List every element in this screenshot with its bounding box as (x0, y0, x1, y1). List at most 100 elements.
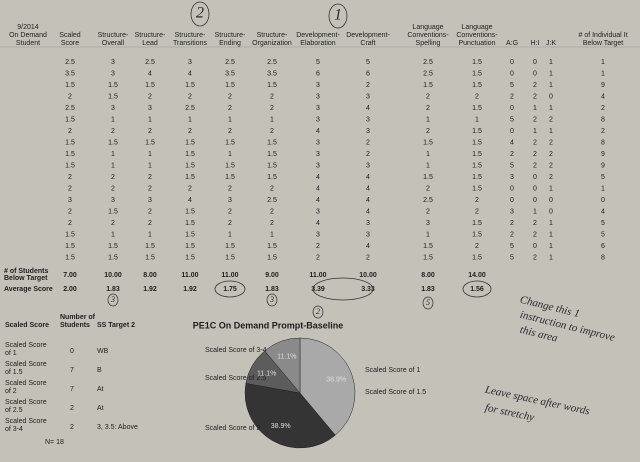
table-cell: 1.5 (225, 254, 235, 261)
table-cell: 1.5 (423, 139, 433, 146)
table-cell: 1.5 (145, 139, 155, 146)
column-header: Language (461, 24, 492, 31)
hand-circle (312, 277, 374, 301)
table-cell: 3 (316, 208, 320, 215)
column-header: # of Individual It (578, 32, 627, 39)
table-cell: 1.5 (472, 70, 482, 77)
table-cell: 2 (366, 151, 370, 158)
summary-cell: 11.00 (309, 272, 326, 279)
table-cell: 4 (316, 197, 320, 204)
table-cell: 3 (316, 139, 320, 146)
table-cell: 4 (601, 93, 605, 100)
summary-cell: 11.00 (221, 272, 238, 279)
hand-circle (422, 296, 434, 310)
table-cell: 3 (366, 116, 370, 123)
table-cell: 1 (549, 59, 553, 66)
table-cell: 1 (549, 254, 553, 261)
hand-mark: 2 (316, 307, 320, 316)
table-cell: 4 (366, 174, 370, 181)
table-cell: 2.5 (145, 59, 155, 66)
table-cell: 2.5 (185, 105, 195, 112)
table-cell: 4 (366, 243, 370, 250)
table-cell: 1 (426, 116, 430, 123)
table-cell: 1.5 (185, 231, 195, 238)
summary-cell: 2.00 (63, 286, 77, 293)
table-cell: 0 (549, 208, 553, 215)
table-cell: 2 (549, 151, 553, 158)
slice-label: Scaled Score of 3-4 (205, 347, 267, 354)
summary-cell: 1.75 (223, 286, 237, 293)
table-cell: 5 (316, 59, 320, 66)
table-cell: 5 (510, 254, 514, 261)
table-cell: 1.5 (267, 254, 277, 261)
table-cell: 1.5 (108, 93, 118, 100)
table-cell: 1.5 (472, 59, 482, 66)
table-cell: 2 (533, 220, 537, 227)
pie-slice (299, 337, 356, 436)
table-cell: 1.5 (65, 243, 75, 250)
score-header: Students (60, 322, 90, 329)
table-cell: 1.5 (145, 243, 155, 250)
table-cell: 1 (549, 105, 553, 112)
table-cell: 1 (549, 243, 553, 250)
table-cell: 1.5 (185, 82, 195, 89)
table-cell: 1 (111, 231, 115, 238)
table-cell: 2 (366, 82, 370, 89)
table-cell: 0 (510, 197, 514, 204)
table-cell: 2 (111, 185, 115, 192)
table-cell: 1.5 (267, 162, 277, 169)
summary-cell: 1.92 (143, 286, 157, 293)
table-cell: 1.5 (472, 162, 482, 169)
column-header: Score (61, 40, 79, 47)
table-cell: 2 (228, 105, 232, 112)
table-cell: 1.5 (225, 243, 235, 250)
table-cell: 1.5 (423, 243, 433, 250)
table-cell: 1 (549, 220, 553, 227)
table-cell: 2.5 (423, 197, 433, 204)
table-cell: 1 (228, 151, 232, 158)
table-cell: 1.5 (108, 254, 118, 261)
table-cell: 1.5 (65, 254, 75, 261)
table-cell: 0 (510, 59, 514, 66)
row-label: # of Students (4, 268, 48, 275)
table-cell: 2 (228, 93, 232, 100)
hand-mark: 2 (196, 5, 204, 22)
hand-mark: 5 (426, 298, 430, 307)
row-label: Below Target (4, 275, 48, 282)
summary-cell: 1.83 (106, 286, 120, 293)
table-cell: 6 (366, 70, 370, 77)
slice-label: Scaled Score of 1 (365, 367, 420, 374)
column-header: Language (412, 24, 443, 31)
table-cell: 9 (601, 82, 605, 89)
slice-label: Scaled Score of 1.5 (365, 389, 426, 396)
slice-value-label: 38.9% (326, 377, 346, 384)
table-cell: 1.5 (225, 162, 235, 169)
table-cell: 1 (148, 151, 152, 158)
table-cell: 4 (316, 174, 320, 181)
table-cell: 1.5 (423, 82, 433, 89)
table-cell: 2 (68, 128, 72, 135)
table-cell: 2 (601, 105, 605, 112)
table-cell: 1 (148, 231, 152, 238)
score-label: of 2 (5, 388, 17, 395)
table-cell: 2 (533, 93, 537, 100)
table-cell: 0 (533, 243, 537, 250)
table-cell: 3 (366, 93, 370, 100)
table-cell: 2 (111, 220, 115, 227)
table-cell: 3 (316, 116, 320, 123)
table-cell: 3 (316, 231, 320, 238)
table-cell: 2 (148, 174, 152, 181)
score-label: of 2.5 (5, 407, 23, 414)
table-cell: 0 (549, 93, 553, 100)
table-cell: 2 (533, 151, 537, 158)
table-cell: 5 (366, 59, 370, 66)
table-cell: 2 (510, 220, 514, 227)
table-cell: 1.5 (472, 174, 482, 181)
column-header: Student (16, 40, 40, 47)
table-cell: 2 (510, 93, 514, 100)
table-cell: 1.5 (108, 139, 118, 146)
table-cell: 1.5 (472, 254, 482, 261)
table-cell: 2 (111, 128, 115, 135)
table-cell: 3.5 (225, 70, 235, 77)
